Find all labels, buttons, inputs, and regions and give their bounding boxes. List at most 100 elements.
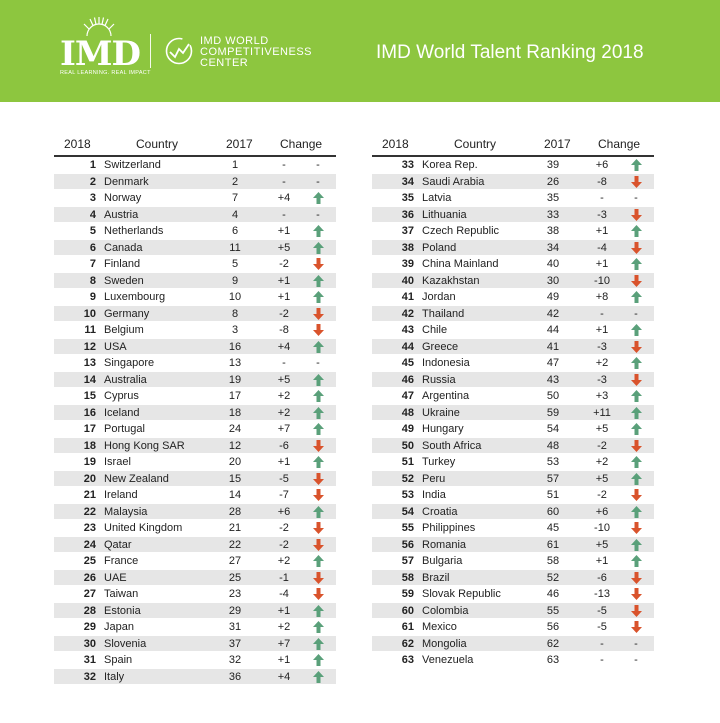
change-cell: -13	[594, 588, 610, 600]
rank-2017-cell: 24	[228, 423, 242, 435]
arrow-down-icon	[306, 472, 330, 485]
change-cell: +1	[595, 258, 609, 270]
table-row: 52 Peru 57 +5	[372, 470, 654, 487]
country-cell: Peru	[422, 472, 446, 485]
table-row: 4 Austria 4 - -	[54, 206, 336, 223]
change-cell: +2	[595, 456, 609, 468]
arrow-up-icon	[624, 291, 648, 303]
arrow-down-icon	[306, 258, 330, 270]
rank-cell: 54	[401, 505, 414, 518]
change-cell: -2	[279, 538, 289, 551]
rank-2017-cell: 9	[231, 274, 239, 287]
rank-2017-cell: 35	[546, 192, 560, 204]
change-cell: -	[600, 307, 604, 320]
table-row: 54 Croatia 60 +6	[372, 503, 654, 520]
change-cell: -4	[597, 241, 607, 254]
change-cell: -8	[597, 175, 607, 188]
country-cell: Switzerland	[104, 159, 161, 171]
header-banner: IMD REAL LEARNING. REAL IMPACT IMD WORLD…	[0, 0, 720, 102]
rank-cell: 36	[401, 208, 414, 221]
wcc-line-2: COMPETITIVENESS	[200, 46, 313, 58]
country-cell: USA	[104, 340, 127, 353]
change-cell: +1	[277, 225, 291, 237]
header-divider	[150, 34, 151, 68]
rank-cell: 60	[401, 604, 414, 617]
table-row: 31 Spain 32 +1	[54, 652, 336, 669]
table-row: 49 Hungary 54 +5	[372, 421, 654, 438]
arrow-up-icon	[306, 637, 330, 650]
rank-cell: 30	[83, 637, 96, 650]
arrow-down-icon	[306, 571, 330, 584]
rank-cell: 46	[401, 373, 414, 386]
country-cell: Portugal	[104, 423, 145, 435]
rank-2017-cell: 32	[228, 654, 242, 666]
country-cell: Slovak Republic	[422, 588, 501, 600]
rank-cell: 50	[401, 439, 414, 452]
change-cell: -2	[279, 307, 289, 320]
rank-cell: 56	[401, 538, 414, 551]
change-cell: +6	[277, 505, 291, 518]
rank-cell: 17	[83, 423, 96, 435]
no-change-dash: -	[634, 637, 638, 650]
table-row: 42 Thailand 42 - -	[372, 305, 654, 322]
rank-cell: 16	[83, 406, 96, 419]
no-change-dash: -	[634, 654, 638, 666]
table-row: 22 Malaysia 28 +6	[54, 503, 336, 520]
table-row: 20 New Zealand 15 -5	[54, 470, 336, 487]
imd-logo: IMD REAL LEARNING. REAL IMPACT	[60, 16, 150, 78]
rank-2017-cell: 13	[228, 357, 242, 369]
table-row: 26 UAE 25 -1	[54, 569, 336, 586]
rank-cell: 19	[83, 456, 96, 468]
rank-2017-cell: 4	[231, 208, 239, 221]
rank-2017-cell: 10	[228, 291, 242, 303]
rank-2017-cell: 44	[546, 324, 560, 336]
change-cell: +5	[595, 423, 609, 435]
arrow-up-icon	[306, 291, 330, 303]
change-cell: -6	[279, 439, 289, 452]
rank-2017-cell: 23	[228, 588, 242, 600]
country-cell: France	[104, 555, 139, 567]
arrow-up-icon	[624, 324, 648, 336]
arrow-up-icon	[306, 340, 330, 353]
rank-2017-cell: 25	[228, 571, 242, 584]
rank-2017-cell: 52	[546, 571, 560, 584]
change-cell: +4	[277, 340, 291, 353]
rank-2017-cell: 55	[546, 604, 560, 617]
rank-cell: 45	[401, 357, 414, 369]
country-cell: Finland	[104, 258, 141, 270]
table-header: 2018 Country 2017 Change	[54, 130, 336, 157]
change-cell: +1	[595, 324, 609, 336]
rank-cell: 31	[83, 654, 96, 666]
ranking-table-left: 2018 Country 2017 Change 1 Switzerland 1- -…	[54, 130, 336, 685]
rank-2017-cell: 62	[546, 637, 560, 650]
change-cell: +8	[595, 291, 609, 303]
table-row: 13 Singapore 13 - -	[54, 355, 336, 372]
rank-2017-cell: 26	[546, 175, 560, 188]
rank-cell: 2	[89, 175, 96, 188]
country-cell: Indonesia	[422, 357, 470, 369]
country-cell: Russia	[422, 373, 456, 386]
rank-cell: 42	[401, 307, 414, 320]
rank-2017-cell: 17	[228, 390, 242, 402]
logo-tagline: REAL LEARNING. REAL IMPACT	[60, 70, 151, 76]
arrow-down-icon	[306, 588, 330, 600]
country-cell: India	[422, 489, 446, 501]
rank-cell: 59	[401, 588, 414, 600]
rank-cell: 33	[401, 159, 414, 171]
arrow-up-icon	[306, 274, 330, 287]
rank-cell: 55	[401, 522, 414, 534]
change-cell: -	[282, 357, 286, 369]
rank-2017-cell: 40	[546, 258, 560, 270]
change-cell: +5	[277, 241, 291, 254]
table-row: 63 Venezuela 63 - -	[372, 652, 654, 669]
rank-cell: 43	[401, 324, 414, 336]
wcc-logo-icon	[165, 37, 193, 65]
rank-cell: 32	[83, 670, 96, 683]
rank-2017-cell: 38	[546, 225, 560, 237]
table-row: 25 France 27 +2	[54, 553, 336, 570]
rank-cell: 6	[89, 241, 96, 254]
table-row: 10 Germany 8 -2	[54, 305, 336, 322]
change-cell: -8	[279, 324, 289, 336]
table-row: 51 Turkey 53 +2	[372, 454, 654, 471]
country-cell: Austria	[104, 208, 139, 221]
